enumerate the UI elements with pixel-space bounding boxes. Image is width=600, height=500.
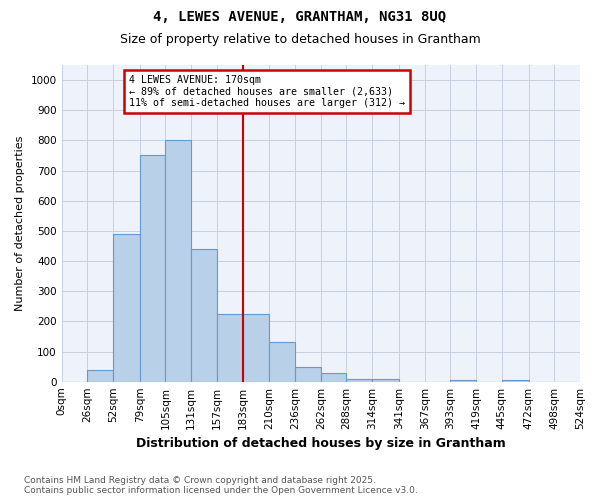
Text: 4, LEWES AVENUE, GRANTHAM, NG31 8UQ: 4, LEWES AVENUE, GRANTHAM, NG31 8UQ [154,10,446,24]
Y-axis label: Number of detached properties: Number of detached properties [15,136,25,311]
Bar [140,156,166,382]
Bar [191,249,217,382]
Bar [502,380,529,382]
Bar [87,370,113,382]
Text: 4 LEWES AVENUE: 170sqm
← 89% of detached houses are smaller (2,633)
11% of semi-: 4 LEWES AVENUE: 170sqm ← 89% of detached… [129,74,405,108]
Text: Size of property relative to detached houses in Grantham: Size of property relative to detached ho… [119,32,481,46]
Bar [269,342,295,382]
Text: Contains HM Land Registry data © Crown copyright and database right 2025.
Contai: Contains HM Land Registry data © Crown c… [24,476,418,495]
Bar [346,378,372,382]
Bar [321,372,346,382]
X-axis label: Distribution of detached houses by size in Grantham: Distribution of detached houses by size … [136,437,506,450]
Bar [166,140,191,382]
Bar [372,380,399,382]
Bar [217,314,242,382]
Bar [295,366,321,382]
Bar [113,234,140,382]
Bar [451,380,476,382]
Bar [242,314,269,382]
